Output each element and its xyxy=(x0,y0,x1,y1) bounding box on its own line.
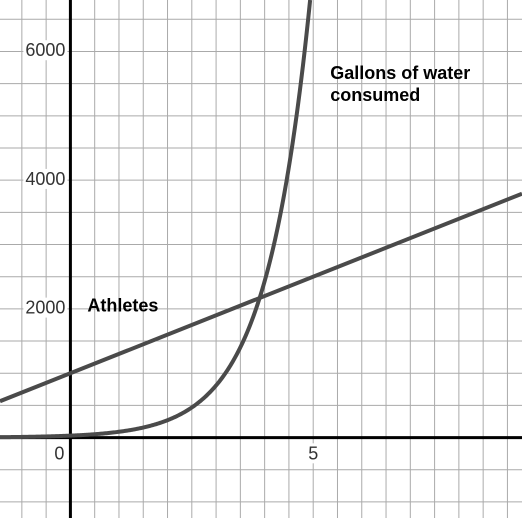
tick-labels: 0 5 2000 4000 6000 xyxy=(23,40,321,464)
x-tick-label: 0 xyxy=(54,443,64,463)
series-label: Gallons of water xyxy=(330,63,470,83)
x-tick-label-background xyxy=(52,443,67,464)
y-tick-label: 2000 xyxy=(25,298,65,318)
y-tick-label: 4000 xyxy=(25,169,65,189)
y-tick-label-background xyxy=(23,297,68,318)
series-label: consumed xyxy=(330,85,420,105)
series-line xyxy=(0,0,313,440)
x-tick-label: 5 xyxy=(308,443,318,463)
y-tick-label-background xyxy=(23,168,68,189)
series-label: Athletes xyxy=(87,296,158,316)
x-tick-label-background xyxy=(306,443,321,464)
series-group xyxy=(0,0,522,440)
y-tick-label: 6000 xyxy=(25,40,65,60)
y-tick-label-background xyxy=(23,40,68,61)
